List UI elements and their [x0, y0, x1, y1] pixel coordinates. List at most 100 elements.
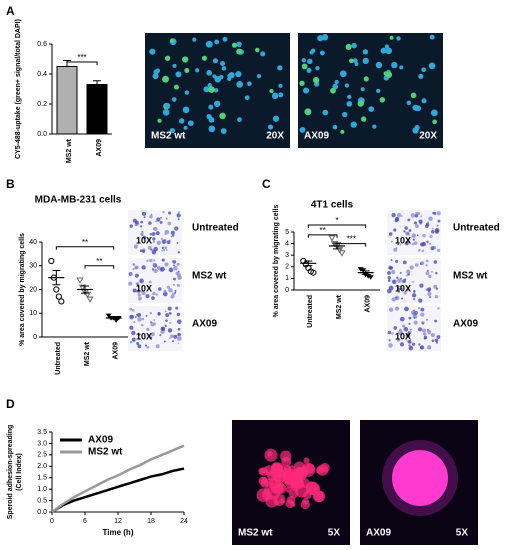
cell: [171, 97, 177, 102]
cell: [165, 249, 168, 252]
cell: [162, 75, 169, 83]
cell: [152, 262, 156, 266]
point: [55, 293, 62, 300]
x-tick-label: 12: [114, 518, 122, 525]
cell: [375, 61, 383, 69]
cell: [271, 92, 279, 100]
chart-title: MDA-MB-231 cells: [35, 195, 122, 206]
cell: [164, 229, 170, 235]
cell: [362, 49, 369, 55]
cell: [129, 272, 133, 275]
cell: [129, 340, 133, 344]
cell: [397, 307, 399, 309]
y-tick-label: 3.0: [37, 440, 47, 447]
error-bar: [304, 260, 313, 267]
point: [48, 257, 55, 265]
cell: [301, 58, 307, 63]
cell: [222, 36, 228, 42]
cell: [348, 58, 354, 64]
cell: [411, 293, 417, 298]
cell: [407, 340, 409, 343]
cell: [165, 313, 170, 318]
cell: [145, 314, 148, 317]
row-label: Untreated: [453, 223, 500, 234]
cell: [360, 87, 365, 92]
cell: [422, 322, 425, 325]
cell: [214, 75, 222, 83]
cell: [228, 72, 235, 79]
cell: [160, 266, 165, 272]
y-tick-label: 30: [29, 263, 37, 270]
cell: [417, 327, 423, 332]
cell: [163, 289, 167, 293]
cell: [146, 327, 150, 332]
cell: [157, 311, 161, 315]
cell: [399, 243, 402, 246]
cell: [176, 312, 181, 317]
cell: [140, 232, 144, 237]
cell: [208, 116, 215, 123]
cell: [430, 109, 438, 117]
cell: [237, 117, 242, 122]
cell: [173, 264, 176, 267]
cell: [409, 328, 412, 331]
cell: [304, 108, 312, 116]
cell: [330, 87, 336, 94]
row-label: MS2 wt: [453, 271, 488, 282]
cell: [411, 242, 415, 246]
cell: [227, 76, 232, 82]
image-label: MS2 wt: [151, 131, 186, 142]
cell: [140, 225, 143, 228]
magnification: 10X: [136, 331, 152, 341]
cell: [166, 240, 171, 245]
x-tick-label: MS2 wt: [66, 138, 73, 163]
cell: [162, 249, 165, 252]
cell: [413, 290, 416, 293]
micrograph: [387, 306, 441, 351]
cell: [168, 267, 174, 273]
cell: [182, 106, 190, 114]
cell: [407, 339, 412, 344]
cell: [136, 341, 140, 345]
cell: [178, 118, 185, 124]
cell: [142, 249, 146, 253]
y-axis-label: CY5-488-uptake (green+ signal/total DAPI…: [15, 19, 22, 159]
cell: [404, 226, 408, 230]
cell: [162, 109, 170, 116]
cell: [214, 39, 220, 45]
image-label: AX09: [304, 131, 329, 142]
cell: [360, 116, 367, 122]
cell: [146, 345, 150, 349]
cell: [426, 269, 429, 272]
cell: [405, 333, 411, 338]
bracket: [66, 61, 98, 65]
cell: [206, 70, 213, 76]
cell: [425, 264, 428, 267]
bracket: [307, 234, 338, 238]
cell: [246, 81, 252, 87]
cell: [150, 332, 155, 337]
cell: [421, 67, 427, 73]
image-label: 20X: [266, 131, 284, 142]
cell: [414, 125, 420, 131]
cell: [390, 259, 393, 262]
cell: [420, 261, 425, 265]
cell: [418, 219, 423, 224]
cell: [309, 50, 314, 55]
cell: [402, 260, 407, 265]
bracket: [84, 265, 115, 269]
cell: [437, 219, 441, 223]
point: [335, 246, 344, 254]
y-axis-label: (Cell Index): [16, 453, 23, 491]
cell: [161, 246, 165, 249]
cell: [427, 291, 432, 296]
x-axis-label: Time (h): [103, 528, 134, 537]
cell: [420, 312, 425, 317]
cell: [389, 35, 394, 40]
cell: [410, 92, 417, 99]
cell: [192, 37, 197, 42]
cell: [173, 265, 178, 271]
significance: **: [320, 226, 326, 235]
cell: [149, 336, 153, 340]
cell: [408, 345, 414, 351]
